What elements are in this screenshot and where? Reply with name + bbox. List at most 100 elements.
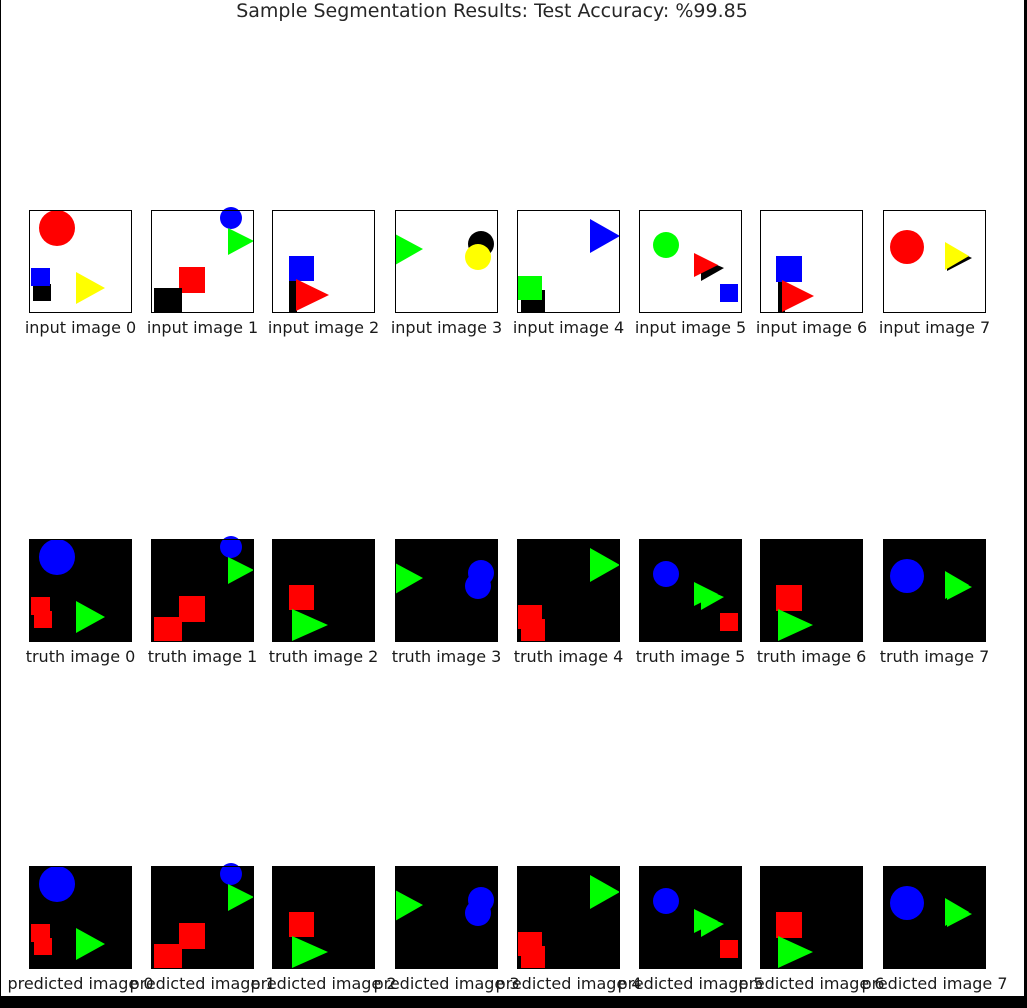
green-triangle <box>228 228 254 255</box>
input-image-panel-6 <box>760 210 863 313</box>
blue-square <box>776 256 802 282</box>
green-triangle <box>395 890 423 921</box>
green-triangle <box>395 563 423 594</box>
red-square <box>34 938 52 955</box>
truth-image-3 <box>395 539 498 642</box>
input-image-panel-3 <box>395 210 498 313</box>
input-image-2 <box>272 210 375 313</box>
truth-image-4 <box>517 539 620 642</box>
image-frame <box>151 539 254 642</box>
truth-image-panel-4 <box>517 539 620 642</box>
red-square <box>31 597 50 615</box>
predicted-image-6 <box>760 866 863 969</box>
red-square <box>179 923 205 949</box>
image-frame <box>272 866 375 969</box>
red-square <box>521 946 545 969</box>
truth-caption-4: truth image 4 <box>513 647 624 666</box>
input-image-1 <box>151 207 254 313</box>
image-frame <box>517 539 620 642</box>
green-triangle <box>292 936 328 968</box>
predicted-image-panel-4 <box>517 866 620 969</box>
green-triangle <box>778 936 813 968</box>
image-frame <box>883 210 986 313</box>
image-background <box>760 866 863 969</box>
predicted-image-panel-6 <box>760 866 863 969</box>
input-image-0 <box>29 210 132 313</box>
input-image-panel-0 <box>29 210 132 313</box>
input-caption-3: input image 3 <box>390 318 503 337</box>
truth-image-panel-0 <box>29 539 132 642</box>
image-frame <box>151 210 254 313</box>
truth-image-panel-2 <box>272 539 375 642</box>
predicted-image-4 <box>517 866 620 969</box>
image-frame <box>760 210 863 313</box>
predicted-image-3 <box>395 866 498 969</box>
image-frame <box>639 866 742 969</box>
predicted-image-panel-7 <box>883 866 986 969</box>
image-frame <box>151 866 254 969</box>
blue-circle <box>890 886 924 920</box>
truth-image-panel-7 <box>883 539 986 642</box>
truth-image-5 <box>639 539 742 642</box>
red-triangle <box>694 253 718 277</box>
image-frame <box>517 866 620 969</box>
predicted-caption-5: predicted image 5 <box>617 974 764 993</box>
red-square <box>34 611 52 628</box>
truth-image-0 <box>29 539 132 642</box>
input-caption-4: input image 4 <box>512 318 625 337</box>
truth-image-7 <box>883 539 986 642</box>
blue-circle <box>653 888 679 914</box>
input-caption-7: input image 7 <box>878 318 991 337</box>
green-triangle <box>76 601 105 633</box>
image-frame <box>29 866 132 969</box>
black-square <box>33 284 51 301</box>
image-frame <box>29 539 132 642</box>
blue-square <box>720 284 738 302</box>
input-image-panel-5 <box>639 210 742 313</box>
red-square <box>720 613 738 631</box>
black-square <box>289 274 297 313</box>
truth-caption-7: truth image 7 <box>879 647 990 666</box>
image-frame <box>517 210 620 313</box>
blue-triangle <box>590 219 620 253</box>
red-square <box>154 617 182 642</box>
predicted-caption-7: predicted image 7 <box>861 974 1008 993</box>
input-image-panel-1 <box>151 207 254 313</box>
input-image-6 <box>760 210 863 313</box>
input-caption-6: input image 6 <box>755 318 868 337</box>
predicted-caption-3: predicted image 3 <box>373 974 520 993</box>
yellow-circle <box>465 244 491 270</box>
predicted-image-panel-3 <box>395 866 498 969</box>
predicted-image-panel-2 <box>272 866 375 969</box>
red-square <box>154 944 182 969</box>
blue-circle <box>653 561 679 587</box>
blue-circle <box>890 559 924 593</box>
green-triangle <box>701 914 724 937</box>
green-triangle <box>947 902 972 927</box>
input-image-3 <box>395 210 498 313</box>
red-square <box>776 912 802 938</box>
red-triangle <box>296 279 329 311</box>
image-frame <box>639 539 742 642</box>
image-frame <box>395 866 498 969</box>
image-frame <box>760 539 863 642</box>
input-image-panel-7 <box>883 210 986 313</box>
red-square <box>31 924 50 942</box>
predicted-caption-1: predicted image 1 <box>129 974 276 993</box>
blue-square <box>289 256 314 281</box>
predicted-image-panel-1 <box>151 863 254 969</box>
truth-caption-0: truth image 0 <box>25 647 136 666</box>
blue-circle <box>39 539 75 575</box>
green-triangle <box>228 557 254 584</box>
yellow-triangle <box>76 272 105 304</box>
red-square <box>776 585 802 611</box>
image-background <box>760 539 863 642</box>
input-image-panel-4 <box>517 210 620 313</box>
image-frame <box>395 539 498 642</box>
predicted-image-7 <box>883 866 986 969</box>
predicted-image-2 <box>272 866 375 969</box>
truth-caption-2: truth image 2 <box>268 647 379 666</box>
image-background <box>760 210 863 313</box>
black-square <box>778 276 785 313</box>
red-circle <box>39 210 75 246</box>
